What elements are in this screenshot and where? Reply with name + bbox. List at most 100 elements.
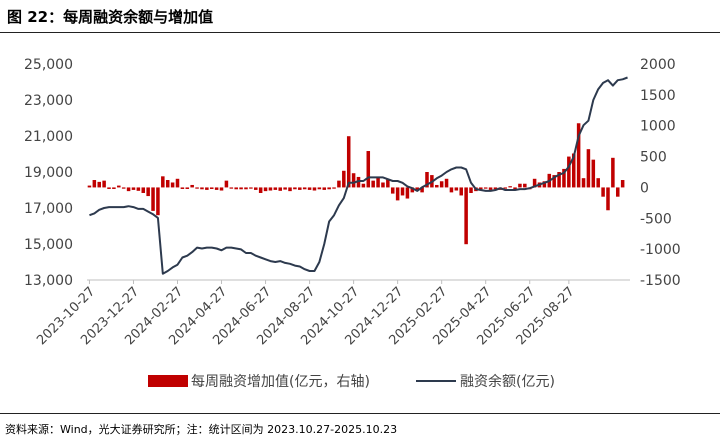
bar [435,184,439,188]
bar [479,187,483,190]
right-tick-label: -1000 [640,242,681,258]
left-tick-label: 23,000 [24,93,73,109]
bar [317,187,322,190]
legend-bar-label: 每周融资增加值(亿元，右轴) [191,374,370,390]
bar [606,187,610,211]
bar [386,179,390,188]
bar [351,173,356,188]
right-tick-label: 500 [640,150,667,166]
bar [523,183,527,188]
bar [312,187,317,191]
bar [175,178,180,188]
bar [567,156,571,188]
left-axis: 13,000 15,000 17,000 19,000 21,000 23,000 25,0… [24,57,73,289]
bar [102,180,106,188]
bar [332,187,336,189]
bar [298,187,302,190]
bar [107,187,111,189]
bar [620,180,625,188]
right-tick-label: 1500 [640,88,676,104]
bar [503,187,508,189]
bar [146,187,150,197]
bar [601,187,605,197]
bar [542,181,547,188]
bar [195,187,199,189]
bar [327,187,331,190]
bar [234,187,238,190]
bar [381,182,385,188]
bar [581,178,586,188]
bar [273,187,278,190]
bar [136,187,141,191]
bar [576,123,581,188]
bar [488,187,493,190]
bar [278,187,282,191]
bar [611,157,615,188]
left-tick-label: 21,000 [24,129,73,145]
right-tick-label: 1000 [640,119,676,135]
right-tick-label: -500 [640,211,672,227]
bar [508,186,512,188]
left-tick-label: 13,000 [24,273,73,289]
bar [263,187,268,192]
bar [557,172,561,188]
bar [302,187,307,190]
right-tick-label: -1500 [640,273,681,289]
bar [346,136,351,188]
right-axis: -1500 -1000 -500 0 500 1000 1500 2000 [640,57,681,289]
bar [444,178,449,188]
bar [214,187,219,190]
left-tick-label: 19,000 [24,165,73,181]
bar [366,151,371,188]
bar [552,175,556,188]
bar [342,170,346,188]
bar [224,180,229,188]
bar [161,176,165,188]
bar [288,187,292,192]
bar [185,187,190,189]
bar [126,187,131,192]
bar [307,187,312,190]
bar [562,168,566,188]
bar [293,187,297,190]
bar [532,178,537,188]
bar [493,187,498,190]
source-note: 资料来源：Wind，光大证券研究所；注：统计区间为 2023.10.27-202… [5,423,398,436]
legend-bar-swatch [148,375,188,387]
bar [219,187,224,191]
x-axis: 2023-10-272023-12-272024-02-272024-04-27… [34,279,630,348]
left-tick-label: 17,000 [24,201,73,217]
bar [596,178,600,188]
bar [586,149,591,188]
bar [571,153,576,188]
bar [454,187,459,191]
bar [400,187,405,196]
right-tick-label: 2000 [640,57,676,73]
bar [258,187,263,193]
bar [268,187,273,191]
bar [244,187,248,190]
bars-layer [87,123,625,245]
bar [425,172,429,188]
bottom-rule [0,413,720,414]
balance-line [89,76,628,275]
bar [376,176,380,188]
bar [112,187,116,189]
bar [249,187,253,189]
bar [356,176,361,188]
bar [337,180,341,188]
bar [209,187,214,189]
bar [405,187,410,199]
bar [117,185,121,188]
bar [591,159,596,188]
bar [254,187,258,190]
bar [449,187,454,193]
bar [205,187,209,190]
legend: 每周融资增加值(亿元，右轴) 融资余额(亿元) [148,373,555,390]
bar [229,187,234,189]
line-layer [89,76,628,275]
bar [200,187,204,190]
bar [156,187,160,216]
bar [513,187,517,190]
bar [616,187,620,197]
